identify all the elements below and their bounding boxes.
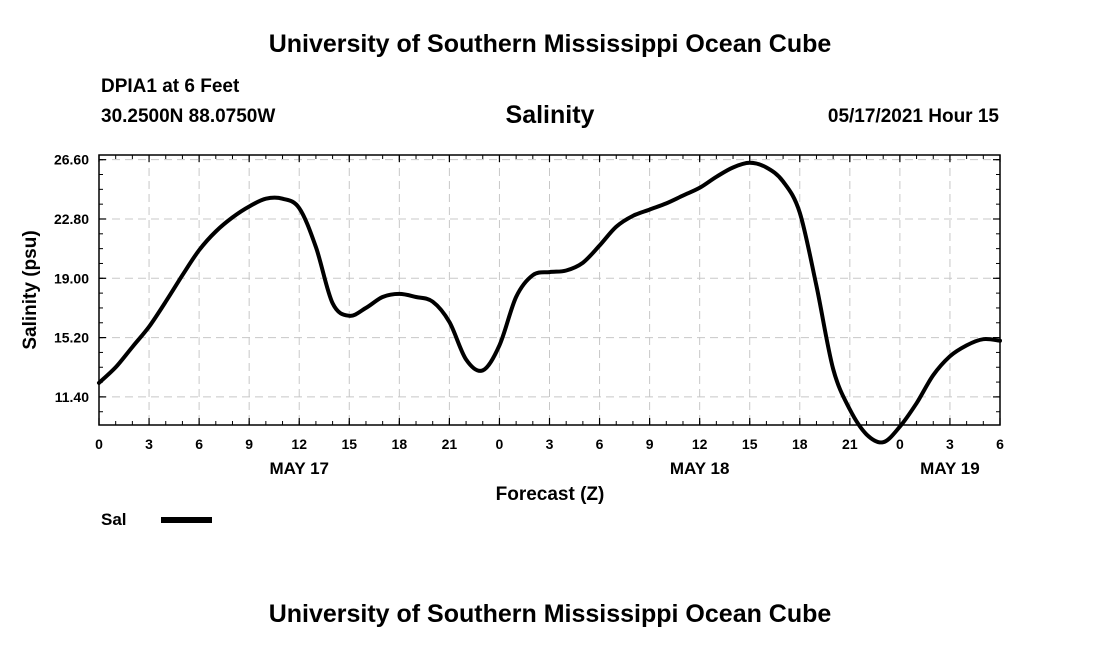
coordinates-label: 30.2500N 88.0750W	[101, 106, 276, 127]
x-tick-label: 15	[341, 436, 357, 452]
x-tick-label: 21	[442, 436, 458, 452]
x-tick-label: 3	[145, 436, 153, 452]
x-date-label: MAY 18	[670, 459, 730, 478]
x-tick-label: 18	[792, 436, 808, 452]
x-tick-label: 3	[546, 436, 554, 452]
x-tick-label: 6	[996, 436, 1004, 452]
station-label: DPIA1 at 6 Feet	[101, 76, 240, 97]
y-tick-label: 11.40	[55, 389, 89, 405]
grid-lines	[99, 155, 1000, 425]
x-axis-title: Forecast (Z)	[496, 484, 605, 505]
x-tick-label: 6	[195, 436, 203, 452]
x-tick-label: 0	[496, 436, 504, 452]
forecast-timestamp: 05/17/2021 Hour 15	[827, 106, 999, 127]
footer-title: University of Southern Mississippi Ocean…	[268, 600, 832, 628]
y-tick-label: 15.20	[54, 330, 89, 346]
chart-subtitle: Salinity	[505, 101, 595, 129]
x-tick-label: 0	[95, 436, 103, 452]
x-tick-label: 6	[596, 436, 604, 452]
x-date-label: MAY 19	[920, 459, 980, 478]
chart-title: University of Southern Mississippi Ocean…	[268, 30, 832, 58]
y-tick-label: 26.60	[54, 152, 89, 168]
y-tick-label: 22.80	[54, 211, 89, 227]
x-tick-label: 15	[742, 436, 758, 452]
legend-swatch	[161, 517, 212, 523]
x-tick-label: 21	[842, 436, 858, 452]
x-tick-label: 9	[646, 436, 654, 452]
x-tick-label: 0	[896, 436, 904, 452]
legend-label: Sal	[101, 510, 127, 529]
x-tick-label: 12	[291, 436, 307, 452]
x-tick-label: 9	[245, 436, 253, 452]
x-axis-ticks: 0 3 6 9 12 15 18 21 0 3 6 9 12 15 18 21 0 3 6 MAY 17 MAY 18 M…	[95, 155, 1004, 478]
series-line-sal	[97, 160, 1002, 445]
x-tick-label: 12	[692, 436, 708, 452]
y-axis-ticks: 11.40 15.20 19.00 22.80 26.60	[54, 152, 1000, 405]
y-tick-label: 19.00	[54, 270, 89, 286]
x-date-label: MAY 17	[269, 459, 329, 478]
x-tick-label: 18	[392, 436, 408, 452]
x-tick-label: 3	[946, 436, 954, 452]
y-axis-title: Salinity (psu)	[20, 230, 41, 349]
